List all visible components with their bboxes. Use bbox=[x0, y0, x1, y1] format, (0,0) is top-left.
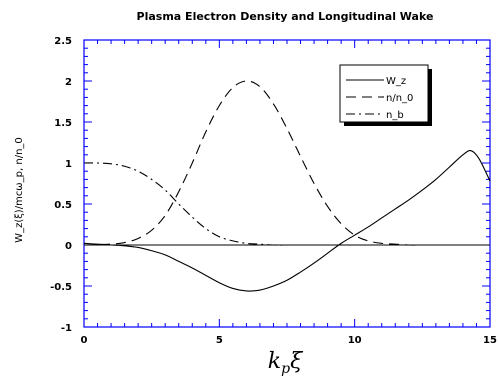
series-line-w-z bbox=[83, 150, 491, 292]
y-tick-label: -1 bbox=[61, 323, 72, 334]
legend-label: n/n_0 bbox=[386, 93, 413, 104]
tick-labels: 0 5 10 15 -1 -0.5 0 0.5 1 1.5 2 2.5 bbox=[50, 36, 497, 346]
ticks bbox=[83, 39, 491, 328]
y-tick-label: 2.5 bbox=[54, 36, 72, 47]
x-tick-label: 10 bbox=[348, 335, 362, 346]
y-tick-label: 1 bbox=[65, 159, 72, 170]
x-tick-label: 15 bbox=[483, 335, 497, 346]
legend-items: W_z n/n_0 n_b bbox=[346, 76, 413, 121]
series-line-n-b bbox=[83, 162, 288, 246]
series-line-n-n-0 bbox=[83, 80, 423, 246]
legend-box bbox=[339, 64, 429, 123]
x-axis-label-greek: ξ bbox=[290, 349, 304, 374]
x-axis-label: kpξ bbox=[268, 349, 304, 377]
chart-title: Plasma Electron Density and Longitudinal… bbox=[137, 10, 434, 23]
y-tick-label: -0.5 bbox=[50, 282, 72, 293]
x-axis-label-sub: p bbox=[281, 361, 290, 377]
y-tick-label: 0.5 bbox=[54, 200, 72, 211]
legend-label: n_b bbox=[386, 110, 404, 121]
legend: W_z n/n_0 n_b bbox=[339, 64, 432, 126]
legend-label: W_z bbox=[386, 76, 406, 87]
y-tick-label: 1.5 bbox=[54, 118, 72, 129]
x-axis-label-main: k bbox=[268, 349, 281, 374]
x-tick-label: 5 bbox=[216, 335, 223, 346]
y-tick-label: 0 bbox=[65, 241, 72, 252]
y-tick-label: 2 bbox=[65, 77, 72, 88]
x-tick-label: 0 bbox=[81, 335, 88, 346]
y-axis-label: W_z(ξ)/mcω_p, n/n_0 bbox=[14, 137, 25, 243]
series-group bbox=[83, 80, 491, 292]
